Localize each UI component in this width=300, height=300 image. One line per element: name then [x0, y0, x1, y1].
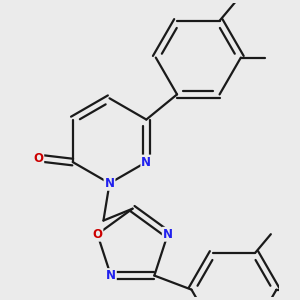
Text: N: N: [104, 177, 115, 190]
Text: O: O: [33, 152, 43, 164]
Text: N: N: [141, 156, 151, 169]
Text: O: O: [92, 228, 102, 241]
Text: N: N: [163, 228, 173, 241]
Text: N: N: [106, 269, 116, 282]
